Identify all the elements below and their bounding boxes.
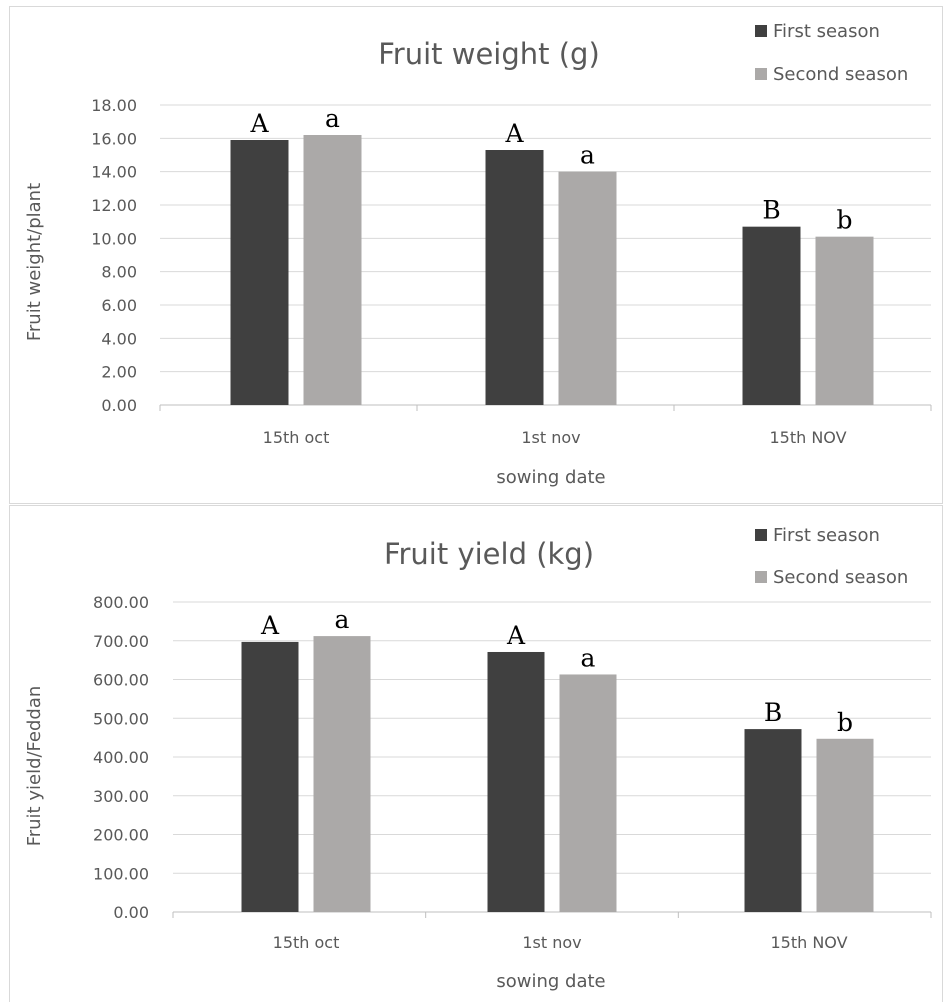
legend-label: Second season [773, 64, 908, 85]
significance-letter: A [504, 119, 524, 148]
y-tick-label: 400.00 [93, 748, 149, 767]
y-tick-label: 12.00 [91, 196, 137, 215]
bar-second-season [303, 135, 362, 405]
x-tick-label: 15th oct [273, 933, 340, 952]
y-axis-title: Fruit yield/Feddan [24, 686, 45, 847]
significance-letter: B [764, 698, 782, 727]
bar-second-season [558, 171, 617, 405]
y-tick-label: 18.00 [91, 96, 137, 115]
bar-first-season [487, 651, 545, 912]
bar-second-season [815, 236, 874, 405]
significance-letter: a [581, 643, 596, 672]
legend-swatch [755, 68, 767, 80]
significance-letter: a [325, 104, 340, 133]
significance-letter: A [249, 109, 269, 138]
bar-first-season [742, 226, 801, 405]
significance-letter: B [762, 196, 780, 225]
y-tick-label: 14.00 [91, 163, 137, 182]
significance-letter: a [580, 141, 595, 170]
y-tick-label: 600.00 [93, 671, 149, 690]
x-axis-title: sowing date [496, 467, 605, 488]
y-tick-label: 200.00 [93, 826, 149, 845]
x-tick-label: 1st nov [521, 428, 580, 447]
y-tick-label: 0.00 [113, 903, 149, 922]
y-tick-label: 100.00 [93, 864, 149, 883]
legend-swatch [755, 571, 767, 583]
legend-label: First season [773, 525, 880, 546]
bar-first-season [744, 729, 802, 912]
fruit-weight-chart: Fruit weight (g) 0.00 2.00 4.00 6.00 8.00 10.0… [24, 21, 932, 488]
y-tick-label: 800.00 [93, 593, 149, 612]
x-tick-label: 15th NOV [769, 428, 846, 447]
fruit-yield-chart-panel: Fruit yield (kg) 0.00 100.00 200.00 300.00 40… [9, 505, 943, 1002]
bar-first-season [241, 641, 299, 912]
chart-title: Fruit yield (kg) [384, 537, 594, 571]
legend-swatch [755, 529, 767, 541]
significance-letter: a [335, 605, 350, 634]
y-tick-label: 4.00 [101, 329, 137, 348]
y-tick-label: 500.00 [93, 709, 149, 728]
fruit-weight-chart-panel: Fruit weight (g) 0.00 2.00 4.00 6.00 8.00 10.0… [9, 6, 943, 504]
significance-letter: b [837, 708, 853, 737]
legend-swatch [755, 25, 767, 37]
significance-letter: A [260, 611, 280, 640]
x-tick-label: 1st nov [522, 933, 581, 952]
legend-label: First season [773, 21, 880, 42]
y-tick-label: 300.00 [93, 787, 149, 806]
bar-first-season [230, 140, 289, 405]
significance-letter: b [836, 206, 852, 235]
y-tick-label: 0.00 [101, 396, 137, 415]
significance-letter: A [506, 621, 526, 650]
x-tick-label: 15th oct [263, 428, 330, 447]
y-tick-label: 10.00 [91, 229, 137, 248]
bar-second-season [559, 674, 617, 912]
legend-label: Second season [773, 567, 908, 588]
x-tick-label: 15th NOV [770, 933, 847, 952]
bar-second-season [313, 636, 371, 912]
y-tick-label: 6.00 [101, 296, 137, 315]
fruit-yield-chart: Fruit yield (kg) 0.00 100.00 200.00 300.00 40… [24, 525, 932, 992]
x-axis-title: sowing date [496, 971, 605, 992]
y-tick-label: 8.00 [101, 263, 137, 282]
y-tick-label: 16.00 [91, 129, 137, 148]
chart-title: Fruit weight (g) [378, 37, 600, 71]
y-tick-label: 2.00 [101, 363, 137, 382]
bar-first-season [485, 150, 544, 405]
y-axis-title: Fruit weight/plant [24, 183, 45, 341]
y-tick-label: 700.00 [93, 632, 149, 651]
bar-second-season [816, 738, 874, 912]
